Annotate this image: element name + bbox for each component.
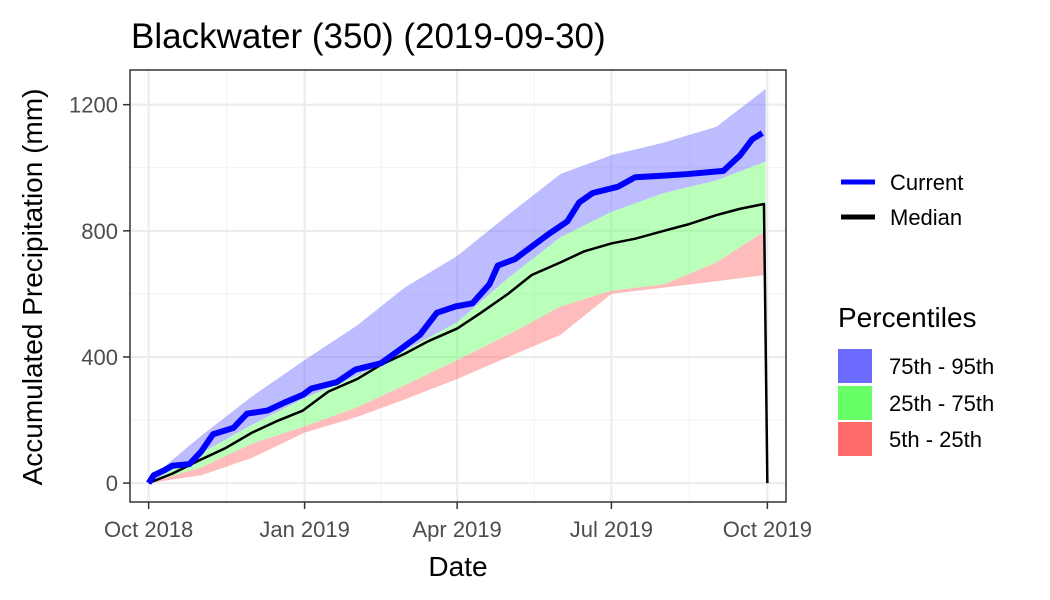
y-axis-title: Accumulated Precipitation (mm) bbox=[17, 89, 48, 486]
legend-current-label: Current bbox=[890, 170, 963, 195]
legend-25-75-label: 25th - 75th bbox=[889, 391, 994, 416]
legend-5-25-swatch bbox=[838, 422, 872, 456]
plot-border bbox=[129, 69, 787, 503]
x-tick-label: Apr 2019 bbox=[413, 517, 502, 542]
y-axis: 0 400 800 1200 bbox=[69, 93, 130, 496]
legend-median-label: Median bbox=[890, 205, 962, 230]
legend-75-95-label: 75th - 95th bbox=[889, 354, 994, 379]
x-tick-label: Jul 2019 bbox=[570, 517, 653, 542]
y-tick-label: 1200 bbox=[69, 93, 118, 118]
band-5th-25th bbox=[148, 230, 766, 484]
median-line bbox=[148, 202, 769, 485]
y-tick-label: 0 bbox=[106, 471, 118, 496]
x-axis-title: Date bbox=[428, 551, 487, 582]
legend-75-95-swatch bbox=[838, 349, 872, 383]
legend-25-75-swatch bbox=[838, 386, 872, 420]
x-tick-label: Oct 2018 bbox=[104, 517, 193, 542]
y-tick-label: 400 bbox=[81, 345, 118, 370]
legend-percentiles-title: Percentiles bbox=[838, 302, 977, 333]
x-tick-label: Oct 2019 bbox=[723, 517, 812, 542]
plot-area bbox=[129, 69, 787, 503]
y-tick-label: 800 bbox=[81, 219, 118, 244]
legend: Current Median Percentiles 75th - 95th 2… bbox=[838, 170, 994, 456]
band-25th-75th bbox=[148, 161, 766, 484]
x-tick-label: Jan 2019 bbox=[259, 517, 350, 542]
x-axis: Oct 2018 Jan 2019 Apr 2019 Jul 2019 Oct 2019 bbox=[104, 502, 812, 542]
chart-title: Blackwater (350) (2019-09-30) bbox=[131, 17, 606, 56]
current-line bbox=[146, 130, 764, 485]
legend-5-25-label: 5th - 25th bbox=[889, 427, 982, 452]
